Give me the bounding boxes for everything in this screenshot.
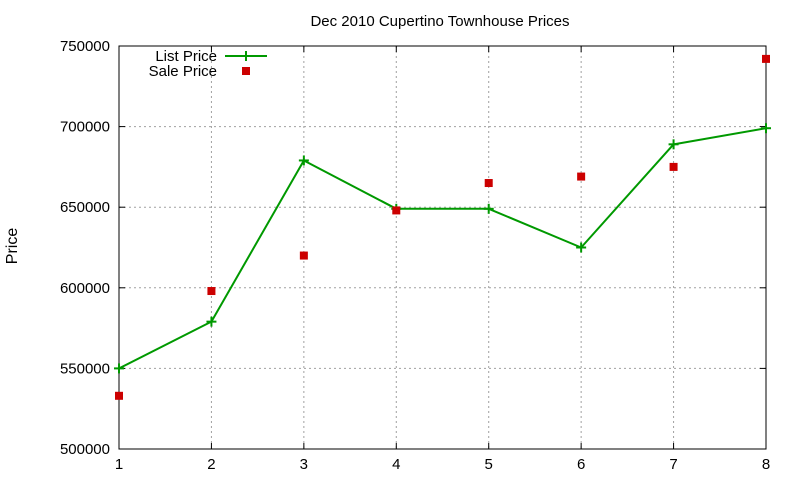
x-tick-label: 1 [115,456,123,473]
y-tick-label: 650000 [60,199,110,216]
x-tick-label: 5 [485,456,493,473]
list-price-point [576,242,587,253]
y-axis-label: Price [4,228,21,265]
sale-price-point [762,54,770,63]
x-tick-label: 2 [207,456,215,473]
legend-label-sale-price: Sale Price [149,63,217,80]
y-tick-label: 550000 [60,360,110,377]
x-tick-label: 4 [392,456,400,473]
plot-area-border [118,45,767,450]
list-price-point [206,316,217,327]
series-layer [114,54,771,400]
legend-marker-list-price [241,51,251,61]
sale-price-point [577,172,586,181]
sale-price-point [669,162,678,171]
sale-price-point [115,391,123,400]
legend-marker-sale-price [242,67,250,75]
y-tick-label: 750000 [60,38,110,55]
list-price-point [114,363,124,374]
x-tick-label: 7 [669,456,677,473]
list-price-point [761,123,771,134]
series-line-list-price [118,127,767,370]
list-price-point [298,155,309,166]
x-tick-label: 3 [300,456,308,473]
legend: List Price Sale Price [149,48,267,80]
list-price-point [483,203,494,214]
sale-price-point [207,287,216,296]
chart-title: Dec 2010 Cupertino Townhouse Prices [310,13,569,30]
grid-lines [119,46,766,449]
sale-price-point [484,179,493,188]
y-tick-label: 600000 [60,280,110,297]
axis-ticks: 1 2 3 4 5 6 7 8 500000 550000 600000 650000 700000 75… [60,38,770,473]
y-tick-label: 700000 [60,119,110,136]
legend-label-list-price: List Price [155,48,217,65]
x-tick-label: 6 [577,456,585,473]
sale-price-point [392,206,401,215]
x-tick-label: 8 [762,456,770,473]
y-tick-label: 500000 [60,441,110,458]
sale-price-point [299,251,308,260]
list-price-point [668,139,679,150]
